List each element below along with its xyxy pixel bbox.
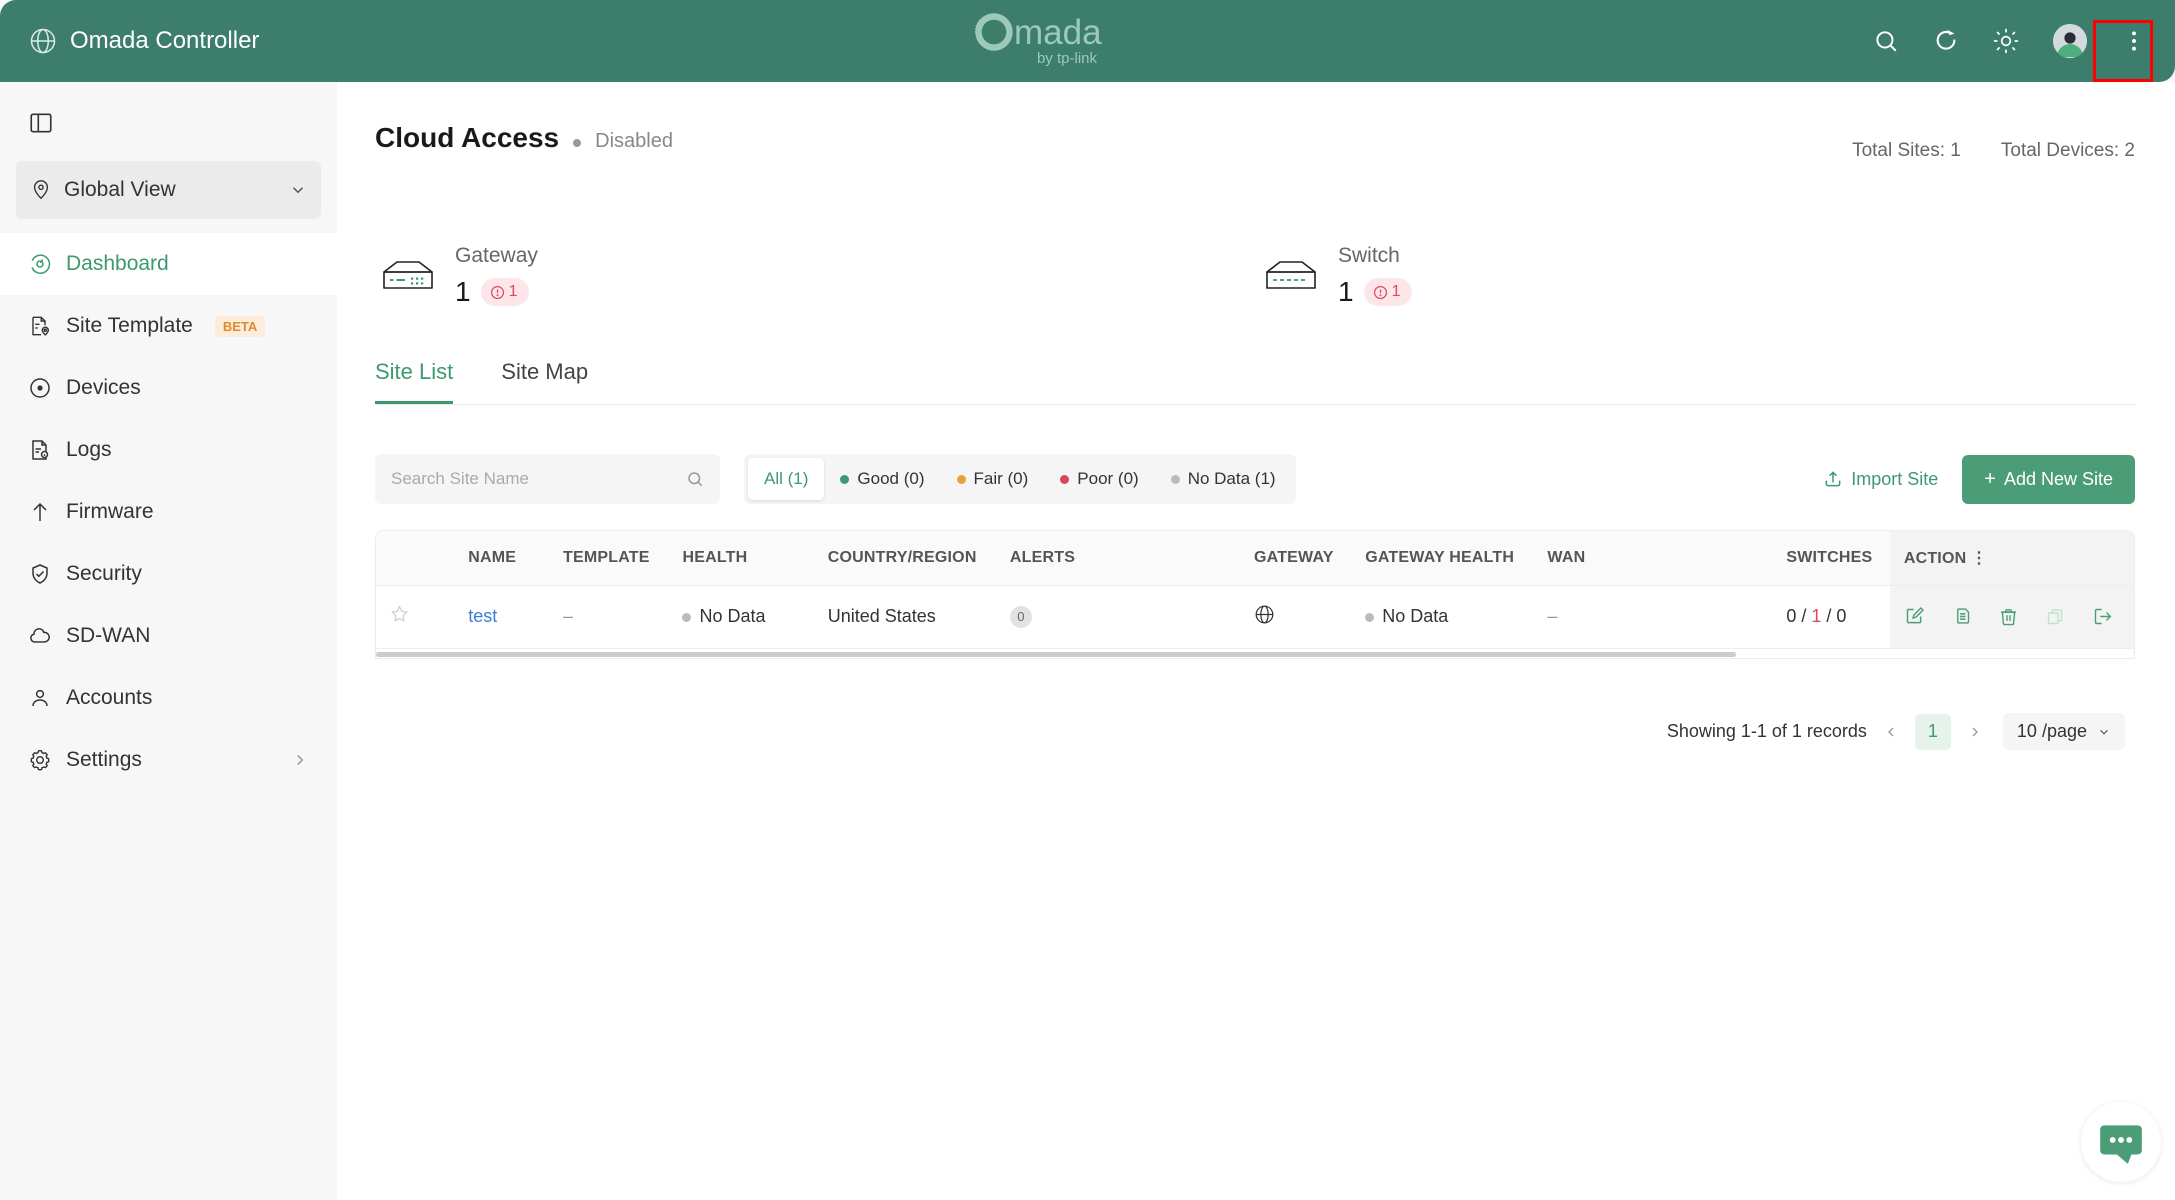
svg-text:mada: mada bbox=[1014, 13, 1102, 52]
svg-text:by tp-link: by tp-link bbox=[1036, 50, 1097, 67]
